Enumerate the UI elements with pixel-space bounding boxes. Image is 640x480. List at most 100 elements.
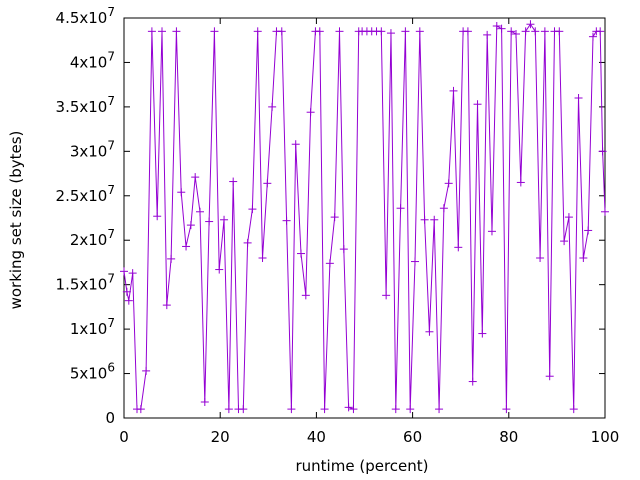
data-point (449, 86, 458, 95)
y-tick-mantissa: 3.5x10 (56, 98, 108, 116)
data-point (124, 296, 133, 305)
x-tick-label: 100 (591, 428, 620, 446)
data-point (521, 27, 530, 36)
data-point (531, 27, 540, 36)
y-tick-exponent: 7 (107, 94, 115, 108)
data-point (339, 245, 348, 254)
data-point (555, 27, 564, 36)
data-point (579, 254, 588, 262)
y-tick-label: 1x107 (70, 316, 115, 338)
data-point (574, 94, 583, 102)
y-tick-mantissa: 3x10 (70, 142, 108, 160)
data-point (205, 217, 214, 226)
data-point (564, 213, 573, 222)
y-tick-exponent: 7 (107, 316, 115, 330)
y-axis: 05x1061x1071.5x1072x1072.5x1073x1073.5x1… (56, 5, 605, 427)
data-point (512, 30, 521, 38)
data-point (536, 254, 545, 262)
data-point (224, 405, 233, 414)
y-tick-exponent: 7 (107, 227, 115, 241)
y-tick-label: 2x107 (70, 227, 115, 249)
data-point (569, 405, 578, 414)
data-point (162, 301, 171, 310)
data-point (291, 140, 300, 149)
y-tick-label: 2.5x107 (56, 183, 115, 205)
data-point (598, 147, 607, 156)
data-point (401, 27, 410, 36)
data-point (325, 259, 334, 268)
data-point (243, 238, 252, 247)
data-point (301, 291, 310, 300)
data-point (136, 405, 145, 414)
data-point (406, 405, 415, 414)
data-point (439, 204, 448, 213)
data-point (420, 215, 429, 224)
y-tick-label: 4x107 (70, 49, 115, 71)
data-point (382, 291, 391, 300)
data-point (425, 327, 434, 336)
data-point (497, 24, 506, 33)
data-point (377, 27, 386, 36)
y-tick-label: 3x107 (70, 138, 115, 160)
data-point (588, 32, 597, 41)
y-tick-label: 5x106 (70, 361, 115, 383)
data-point (483, 30, 492, 39)
data-point (282, 216, 291, 225)
y-tick-label: 1.5x107 (56, 272, 115, 294)
data-point (195, 207, 204, 216)
data-point (444, 179, 453, 188)
y-tick-mantissa: 4.5x10 (56, 9, 108, 27)
data-point (167, 254, 176, 263)
data-point (463, 27, 472, 36)
data-point (320, 405, 329, 414)
data-point (306, 108, 315, 117)
data-point (210, 27, 219, 36)
y-tick-mantissa: 2x10 (70, 231, 108, 249)
data-point (277, 27, 286, 36)
data-point (526, 20, 535, 29)
data-point (601, 207, 609, 216)
data-point (349, 405, 358, 414)
series-group (120, 20, 609, 414)
x-axis: 0 20 40 60 80 100 (119, 18, 619, 446)
x-axis-title: runtime (percent) (296, 457, 429, 475)
data-point (435, 405, 444, 414)
data-point (120, 267, 128, 276)
y-tick-mantissa: 1.5x10 (56, 276, 108, 294)
y-tick-label: 4.5x107 (56, 5, 115, 27)
data-point (386, 29, 395, 38)
data-point (268, 102, 277, 111)
y-tick-exponent: 7 (107, 5, 115, 19)
data-point (315, 27, 324, 36)
data-point (540, 27, 549, 36)
x-tick-label: 60 (403, 428, 422, 446)
data-point (253, 27, 262, 36)
y-tick-exponent: 7 (107, 183, 115, 197)
data-point (344, 403, 353, 412)
y-tick-exponent: 7 (107, 272, 115, 286)
data-point (396, 204, 405, 213)
plot-frame (123, 17, 606, 419)
data-point (502, 405, 511, 414)
y-tick-exponent: 7 (107, 138, 115, 152)
x-tick-label: 0 (119, 428, 129, 446)
y-tick-exponent: 7 (107, 49, 115, 63)
y-tick-mantissa: 1x10 (70, 320, 108, 338)
data-point (473, 100, 482, 109)
data-point (454, 243, 463, 252)
data-point (122, 287, 131, 296)
data-point (507, 27, 516, 36)
data-point (287, 405, 296, 414)
data-point (248, 205, 257, 214)
y-tick-exponent: 6 (107, 361, 115, 375)
x-tick-label: 20 (211, 428, 230, 446)
data-point (186, 221, 195, 230)
data-point (478, 329, 487, 338)
x-tick-label: 40 (307, 428, 326, 446)
data-point (297, 249, 306, 258)
data-point (560, 237, 569, 246)
y-tick-label: 3.5x107 (56, 94, 115, 116)
data-point (172, 27, 181, 36)
data-point (430, 215, 439, 224)
